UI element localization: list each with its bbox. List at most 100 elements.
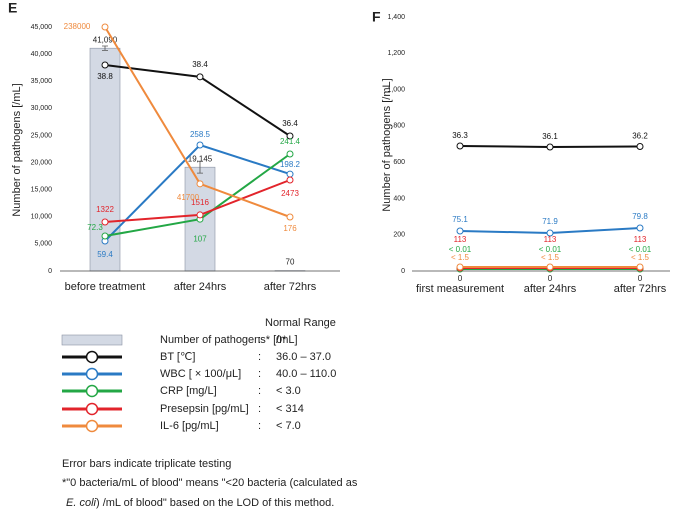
point-label: 41700 (177, 193, 200, 202)
series-point (547, 264, 553, 270)
legend-marker (87, 369, 98, 380)
point-label: 113 (544, 235, 557, 244)
point-label: < 1.5 (541, 253, 560, 262)
point-label: 36.2 (632, 132, 648, 141)
bar-value-label: 0 (458, 274, 463, 283)
normal-range: < 314 (276, 403, 304, 415)
legend-marker (87, 421, 98, 432)
footnote-italic: E. coli (66, 497, 97, 509)
y-tick-label: 1,400 (387, 14, 405, 21)
point-label: 71.9 (542, 217, 558, 226)
point-label: 113 (454, 235, 467, 244)
y-tick-label: 400 (393, 195, 405, 202)
legend-separator: : (258, 385, 261, 397)
footnote: Error bars indicate triplicate testing (62, 458, 231, 470)
point-label: 79.8 (632, 212, 648, 221)
normal-range: < 3.0 (276, 385, 301, 397)
legend-header: Normal Range (265, 317, 336, 329)
y-tick-label: 20,000 (31, 159, 53, 166)
normal-range: < 7.0 (276, 420, 301, 432)
y-tick-label: 25,000 (31, 132, 53, 139)
y-tick-label: 30,000 (31, 105, 53, 112)
series-point (197, 142, 203, 148)
series-point (457, 143, 463, 149)
point-label: 75.1 (452, 215, 468, 224)
footnote: *"0 bacteria/mL of blood" means "<20 bac… (62, 477, 358, 489)
point-label: 107 (193, 234, 207, 243)
point-label: < 1.5 (631, 253, 650, 262)
x-tick-label: after 24hrs (524, 283, 577, 295)
point-label: 238000 (64, 22, 91, 31)
y-tick-label: 40,000 (31, 51, 53, 58)
panel-label: F (372, 9, 381, 25)
bar-value-label: 70 (286, 258, 295, 267)
point-label: 241.4 (280, 137, 301, 146)
point-label: 258.5 (190, 130, 211, 139)
legend-label: BT [℃] (160, 351, 195, 363)
legend-separator: : (258, 334, 261, 346)
series-point (102, 24, 108, 30)
legend-label: CRP [mg/L] (160, 385, 217, 397)
legend-swatch (62, 335, 122, 345)
point-label: 59.4 (97, 250, 113, 259)
series-point (457, 264, 463, 270)
legend-separator: : (258, 403, 261, 415)
point-label: < 1.5 (451, 253, 470, 262)
x-tick-label: after 72hrs (264, 281, 317, 293)
bar-value-label: 19,145 (188, 154, 213, 163)
point-label: 1322 (96, 205, 114, 214)
y-tick-label: 45,000 (31, 24, 53, 31)
y-tick-label: 0 (48, 268, 52, 275)
footnote: E. coli) /mL of blood" based on the LOD … (66, 497, 334, 509)
point-label: 36.1 (542, 132, 558, 141)
legend-separator: : (258, 368, 261, 380)
normal-range: 0* (276, 334, 287, 346)
y-tick-label: 10,000 (31, 214, 53, 221)
series-point (457, 228, 463, 234)
series-point (287, 214, 293, 220)
bar-value-label: 0 (548, 274, 553, 283)
y-tick-label: 1,000 (387, 86, 405, 93)
panel-label: E (8, 0, 17, 16)
legend-marker (87, 386, 98, 397)
series-point (102, 62, 108, 68)
point-label: 38.8 (97, 72, 113, 81)
series-point (197, 74, 203, 80)
point-label: 2473 (281, 189, 299, 198)
legend-marker (87, 404, 98, 415)
series-point (197, 181, 203, 187)
point-label: 38.4 (192, 60, 208, 69)
y-tick-label: 800 (393, 123, 405, 130)
y-tick-label: 200 (393, 232, 405, 239)
legend-label: IL-6 [pg/mL] (160, 420, 219, 432)
y-tick-label: 5,000 (34, 241, 52, 248)
legend-separator: : (258, 420, 261, 432)
series-point (637, 225, 643, 231)
legend-label: WBC [ × 100/μL] (160, 368, 241, 380)
footnote-text: ) /mL of blood" based on the LOD of this… (96, 497, 334, 509)
point-label: 176 (283, 224, 297, 233)
series-point (102, 233, 108, 239)
series-point (287, 177, 293, 183)
series-point (637, 264, 643, 270)
x-tick-label: before treatment (65, 281, 146, 293)
series-point (102, 219, 108, 225)
normal-range: 40.0 – 110.0 (276, 368, 336, 380)
point-label: 36.3 (452, 131, 468, 140)
y-tick-label: 600 (393, 159, 405, 166)
legend-marker (87, 352, 98, 363)
normal-range: 36.0 – 37.0 (276, 351, 331, 363)
y-axis-title: Number of pathogens [/mL] (381, 78, 393, 211)
point-label: 113 (634, 235, 647, 244)
point-label: 198.2 (280, 160, 301, 169)
series-point (287, 151, 293, 157)
series-point (637, 144, 643, 150)
series-point (547, 144, 553, 150)
bar-value-label: 0 (638, 274, 643, 283)
y-tick-label: 35,000 (31, 78, 53, 85)
y-tick-label: 15,000 (31, 187, 53, 194)
y-tick-label: 0 (401, 268, 405, 275)
series-point (197, 212, 203, 218)
legend-label: Presepsin [pg/mL] (160, 403, 249, 415)
